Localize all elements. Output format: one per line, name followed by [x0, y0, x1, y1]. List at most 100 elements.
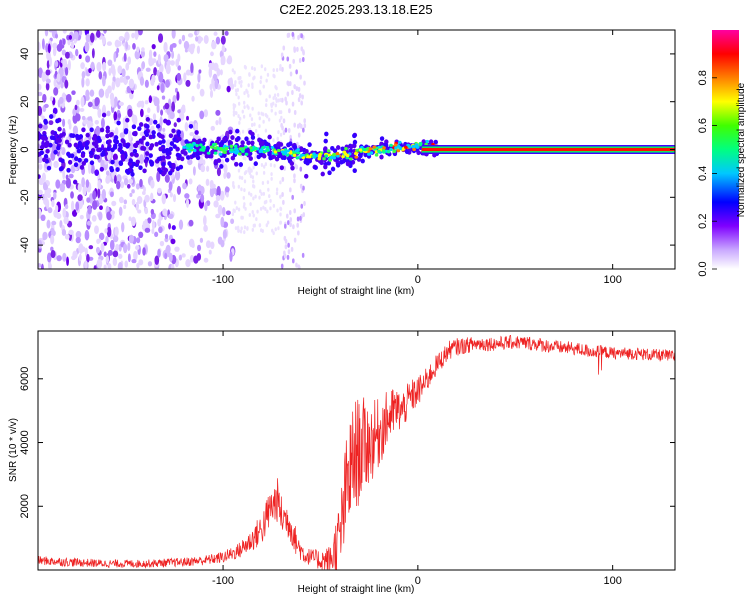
carrier-cell	[79, 165, 85, 170]
noise-cell	[144, 207, 149, 215]
noise-cell	[297, 230, 300, 236]
noise-cell	[223, 172, 227, 180]
carrier-cell	[172, 144, 177, 149]
noise-cell	[260, 64, 264, 69]
carrier-cell	[72, 179, 78, 185]
noise-cell	[134, 49, 141, 60]
noise-cell	[119, 76, 124, 83]
carrier-cell	[237, 152, 242, 156]
noise-cell	[185, 198, 190, 208]
noise-cell	[191, 95, 195, 102]
noise-cell	[144, 194, 150, 203]
noise-cell	[197, 244, 202, 252]
noise-cell	[192, 166, 196, 176]
noise-cell	[250, 117, 254, 122]
carrier-cell	[43, 118, 48, 124]
noise-cell	[233, 83, 237, 88]
noise-cell	[40, 214, 46, 222]
noise-cell	[293, 173, 296, 179]
noise-cell	[156, 85, 160, 91]
noise-cell	[116, 174, 122, 184]
noise-cell	[233, 70, 236, 75]
noise-cell	[41, 71, 46, 83]
carrier-cell	[335, 162, 341, 168]
noise-cell	[47, 43, 51, 54]
noise-cell	[70, 191, 74, 199]
noise-cell	[248, 72, 251, 77]
noise-cell	[165, 139, 172, 148]
noise-cell	[210, 241, 215, 250]
spectrogram-y-axis-label: Frequency (Hz)	[8, 116, 19, 185]
carrier-cell	[177, 153, 182, 159]
carrier-cell	[322, 157, 326, 161]
colorbar-label: Normalized spectral amplitude	[736, 82, 747, 217]
carrier-cell	[180, 156, 185, 162]
noise-cell	[80, 96, 85, 108]
carrier-cell	[324, 131, 329, 137]
noise-cell	[45, 43, 49, 53]
noise-cell	[242, 114, 246, 119]
noise-cell	[267, 187, 270, 192]
noise-cell	[95, 246, 101, 254]
noise-cell	[275, 68, 279, 73]
carrier-cell	[199, 148, 203, 152]
carrier-cell	[295, 156, 300, 160]
noise-cell	[277, 226, 280, 231]
noise-cell	[148, 119, 153, 126]
noise-cell	[56, 255, 62, 262]
noise-cell	[150, 179, 155, 189]
carrier-cell	[60, 158, 65, 164]
noise-cell	[81, 115, 86, 121]
noise-cell	[68, 35, 73, 40]
noise-cell	[181, 253, 186, 258]
noise-cell	[261, 181, 265, 186]
noise-cell	[178, 38, 182, 45]
carrier-cell	[48, 142, 53, 148]
noise-cell	[66, 256, 69, 267]
noise-cell	[48, 120, 54, 126]
noise-cell	[296, 216, 300, 222]
noise-cell	[251, 184, 255, 189]
noise-cell	[102, 61, 107, 72]
carrier-cell	[148, 134, 153, 140]
noise-cell	[42, 124, 48, 130]
noise-cell	[171, 30, 176, 39]
noise-cell	[151, 43, 156, 50]
carrier-cell	[250, 140, 255, 146]
noise-cell	[287, 81, 290, 87]
noise-cell	[274, 103, 278, 108]
noise-cell	[286, 91, 290, 97]
noise-cell	[238, 80, 241, 85]
carrier-cell	[379, 141, 384, 147]
carrier-cell	[78, 134, 84, 139]
carrier-cell	[175, 146, 180, 152]
carrier-cell	[161, 155, 166, 161]
noise-cell	[136, 237, 141, 244]
snr-x-ticks: -100 0 100	[212, 331, 622, 587]
carrier-cell	[56, 137, 62, 143]
carrier-cell	[320, 171, 325, 177]
noise-cell	[265, 199, 268, 204]
carrier-cell	[240, 149, 245, 153]
noise-cell	[117, 262, 123, 269]
noise-cell	[204, 202, 208, 212]
noise-cell	[59, 182, 66, 193]
noise-cell	[270, 176, 273, 181]
noise-cell	[58, 96, 64, 104]
noise-cell	[136, 46, 140, 53]
noise-cell	[131, 32, 136, 39]
noise-cell	[92, 190, 97, 201]
carrier-cell	[352, 133, 357, 139]
carrier-cell	[268, 155, 273, 161]
noise-cell	[147, 107, 151, 114]
carrier-cell	[195, 143, 199, 148]
noise-cell	[127, 178, 134, 184]
x-tick-label: 0	[415, 274, 421, 286]
noise-cell	[112, 235, 119, 243]
noise-cell	[38, 195, 41, 201]
carrier-cell	[97, 138, 102, 144]
carrier-cell	[393, 143, 398, 147]
noise-cell	[102, 104, 106, 113]
carrier-cell	[219, 164, 224, 169]
